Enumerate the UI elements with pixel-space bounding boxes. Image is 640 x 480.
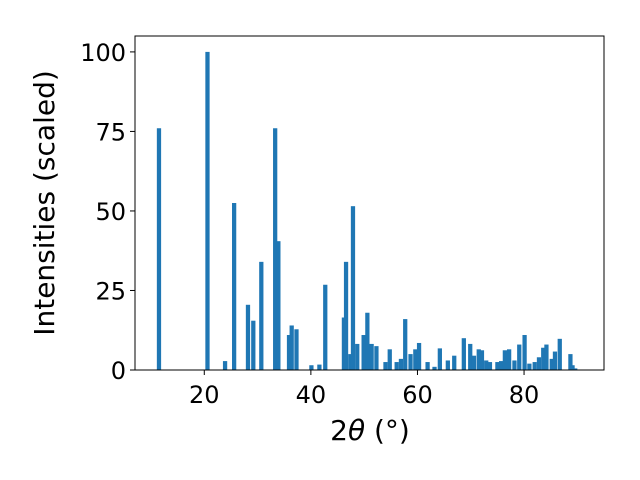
bar-53	[536, 357, 542, 370]
bar-25	[387, 349, 392, 370]
bar-59	[568, 354, 573, 370]
bar-17	[348, 354, 353, 370]
bar-19	[355, 343, 360, 370]
bar-16	[343, 261, 349, 370]
bar-24	[383, 362, 388, 370]
x-tick-label-40: 40	[296, 381, 327, 409]
bar-28	[403, 319, 408, 370]
bar-47	[507, 349, 512, 370]
bar-3	[232, 203, 237, 370]
bar-45	[499, 361, 504, 370]
bar-61	[573, 368, 578, 370]
bar-14	[323, 284, 328, 370]
bar-35	[445, 360, 450, 370]
bar-22	[369, 343, 374, 370]
bar-49	[517, 344, 522, 370]
x-axis: 20 40 60 80	[189, 370, 539, 409]
bar-9	[286, 335, 292, 370]
bar-21	[365, 312, 370, 370]
bar-57	[552, 351, 558, 370]
bar-43	[487, 362, 493, 370]
y-tick-label-25: 25	[95, 277, 126, 305]
y-tick-label-100: 100	[80, 39, 126, 67]
bar-20	[361, 335, 366, 370]
bar-13	[317, 364, 322, 370]
bar-41	[479, 350, 485, 370]
bar-8	[276, 241, 281, 370]
bar-5	[251, 320, 256, 370]
bar-7	[273, 128, 278, 370]
bar-44	[495, 362, 500, 370]
bar-51	[527, 363, 532, 370]
bar-50	[522, 335, 527, 370]
bar-6	[259, 261, 264, 370]
bar-27	[398, 358, 404, 370]
y-tick-label-0: 0	[111, 357, 126, 385]
bar-48	[512, 360, 517, 370]
y-axis-label: Intensities (scaled)	[28, 70, 61, 336]
bar-46	[502, 350, 507, 370]
bar-0	[156, 128, 162, 370]
plot-frame	[134, 35, 605, 371]
bar-39	[471, 355, 477, 370]
x-tick-label-60: 60	[402, 381, 433, 409]
bar-31	[416, 342, 422, 370]
bar-54	[541, 347, 546, 370]
bar-33	[432, 366, 437, 370]
x-tick-label-20: 20	[189, 381, 220, 409]
bar-58	[557, 338, 562, 370]
bar-18	[350, 206, 356, 370]
bar-60	[570, 365, 575, 370]
bar-4	[245, 304, 251, 370]
bar-11	[294, 329, 299, 370]
x-tick-label-80: 80	[509, 381, 540, 409]
bar-series	[156, 51, 578, 371]
bar-42	[484, 360, 489, 370]
bar-40	[476, 349, 481, 370]
y-axis: 0 25 50 75 100	[80, 39, 135, 385]
bar-30	[413, 349, 418, 370]
bar-36	[452, 355, 457, 370]
y-tick-label-75: 75	[95, 118, 126, 146]
bar-12	[309, 365, 314, 370]
bar-32	[425, 362, 430, 370]
bar-34	[437, 348, 442, 370]
bar-26	[394, 362, 399, 370]
x-axis-label: 2θ (°)	[330, 414, 410, 447]
bar-37	[461, 338, 466, 370]
bar-2	[222, 361, 228, 370]
bar-29	[408, 354, 413, 370]
bar-10	[289, 325, 294, 370]
bar-1	[205, 51, 210, 371]
bar-52	[532, 362, 537, 370]
bar-56	[549, 358, 554, 370]
bar-55	[544, 344, 549, 370]
bar-23	[374, 346, 379, 370]
bar-38	[468, 343, 473, 370]
y-tick-label-50: 50	[95, 198, 126, 226]
